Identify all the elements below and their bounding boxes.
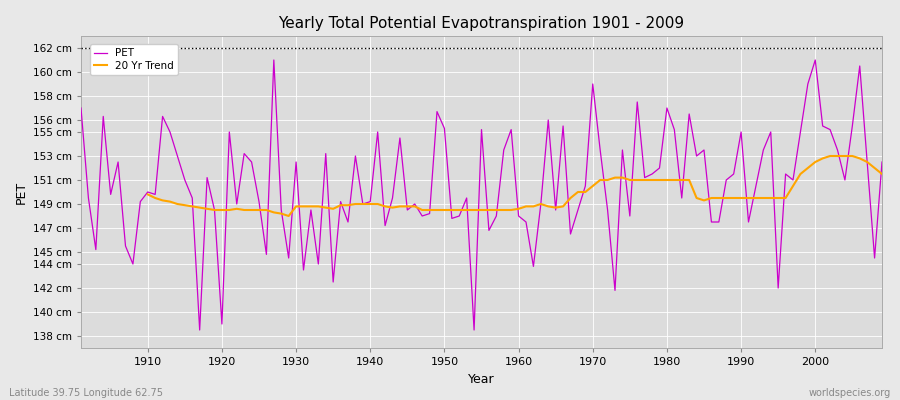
Text: Latitude 39.75 Longitude 62.75: Latitude 39.75 Longitude 62.75 — [9, 388, 163, 398]
PET — [313, 262, 324, 266]
Y-axis label: PET: PET — [14, 180, 27, 204]
20 Yr Trend — [142, 192, 153, 197]
PET — [268, 58, 279, 62]
PET — [76, 106, 86, 110]
X-axis label: Year: Year — [468, 372, 495, 386]
Text: worldspecies.org: worldspecies.org — [809, 388, 891, 398]
PET — [357, 202, 368, 206]
PET — [194, 328, 205, 332]
Legend: PET, 20 Yr Trend: PET, 20 Yr Trend — [90, 44, 178, 75]
20 Yr Trend — [588, 184, 598, 188]
PET — [520, 220, 531, 224]
PET — [528, 264, 539, 269]
20 Yr Trend — [528, 204, 539, 209]
PET — [617, 148, 628, 152]
20 Yr Trend — [824, 154, 835, 158]
20 Yr Trend — [854, 156, 865, 161]
Line: 20 Yr Trend: 20 Yr Trend — [148, 156, 882, 216]
PET — [135, 199, 146, 204]
20 Yr Trend — [832, 154, 843, 158]
PET — [877, 160, 887, 164]
20 Yr Trend — [877, 172, 887, 176]
20 Yr Trend — [291, 204, 302, 209]
20 Yr Trend — [320, 205, 331, 210]
Line: PET: PET — [81, 60, 882, 330]
Title: Yearly Total Potential Evapotranspiration 1901 - 2009: Yearly Total Potential Evapotranspiratio… — [278, 16, 685, 31]
20 Yr Trend — [284, 214, 294, 218]
